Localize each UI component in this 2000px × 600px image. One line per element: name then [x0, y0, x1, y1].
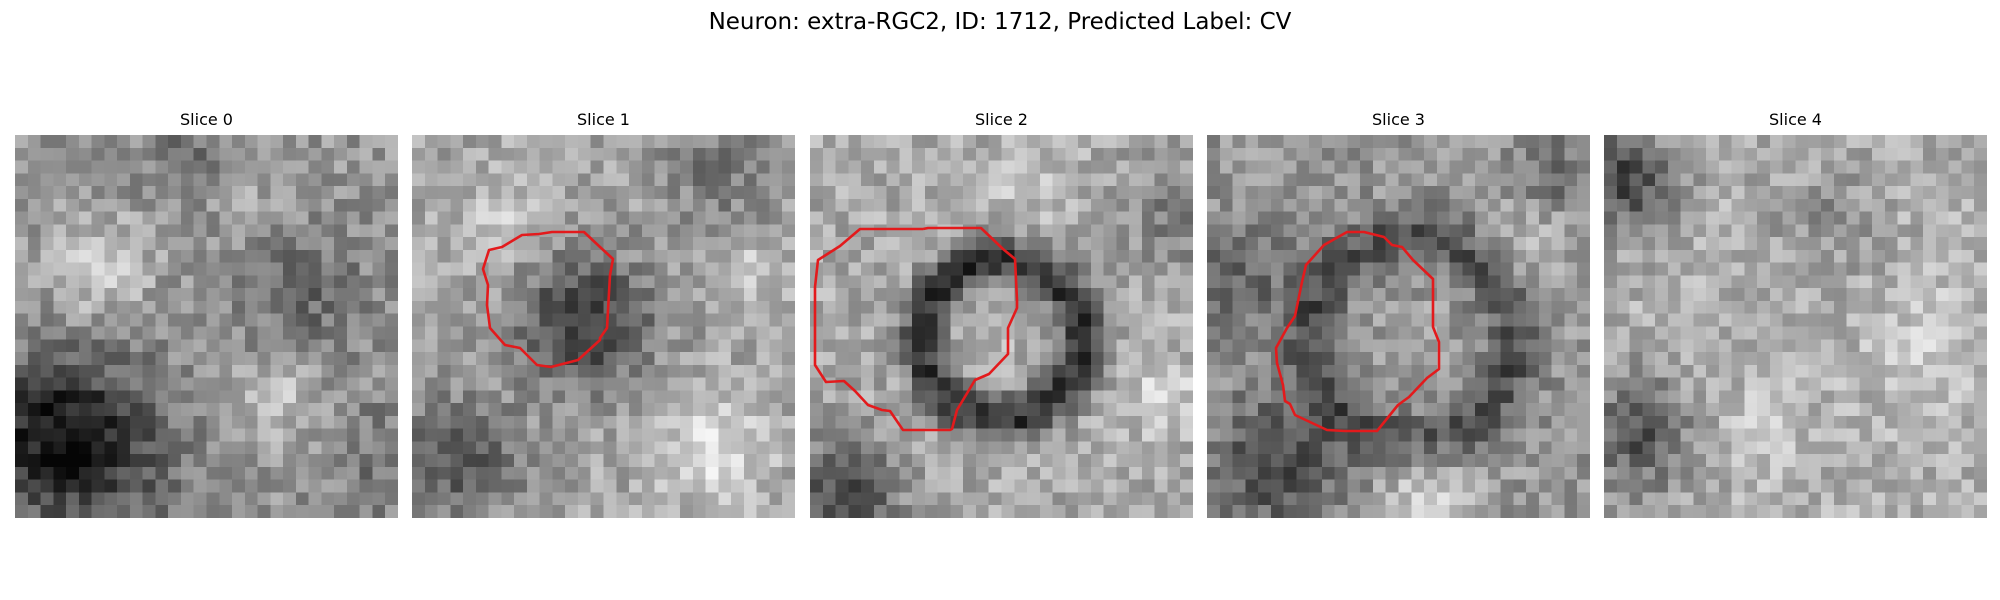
- panel-title-slice-3: Slice 3: [1372, 110, 1425, 129]
- panel-title-slice-1: Slice 1: [577, 110, 630, 129]
- slice-2-image: [810, 135, 1193, 518]
- figure-title: Neuron: extra-RGC2, ID: 1712, Predicted …: [708, 9, 1292, 35]
- slice-3-image: [1207, 135, 1590, 518]
- slice-1-image: [412, 135, 795, 518]
- slice-4-image: [1604, 135, 1987, 518]
- slice-0-image: [15, 135, 398, 518]
- panel-title-slice-4: Slice 4: [1769, 110, 1822, 129]
- panel-title-slice-2: Slice 2: [975, 110, 1028, 129]
- panel-title-slice-0: Slice 0: [180, 110, 233, 129]
